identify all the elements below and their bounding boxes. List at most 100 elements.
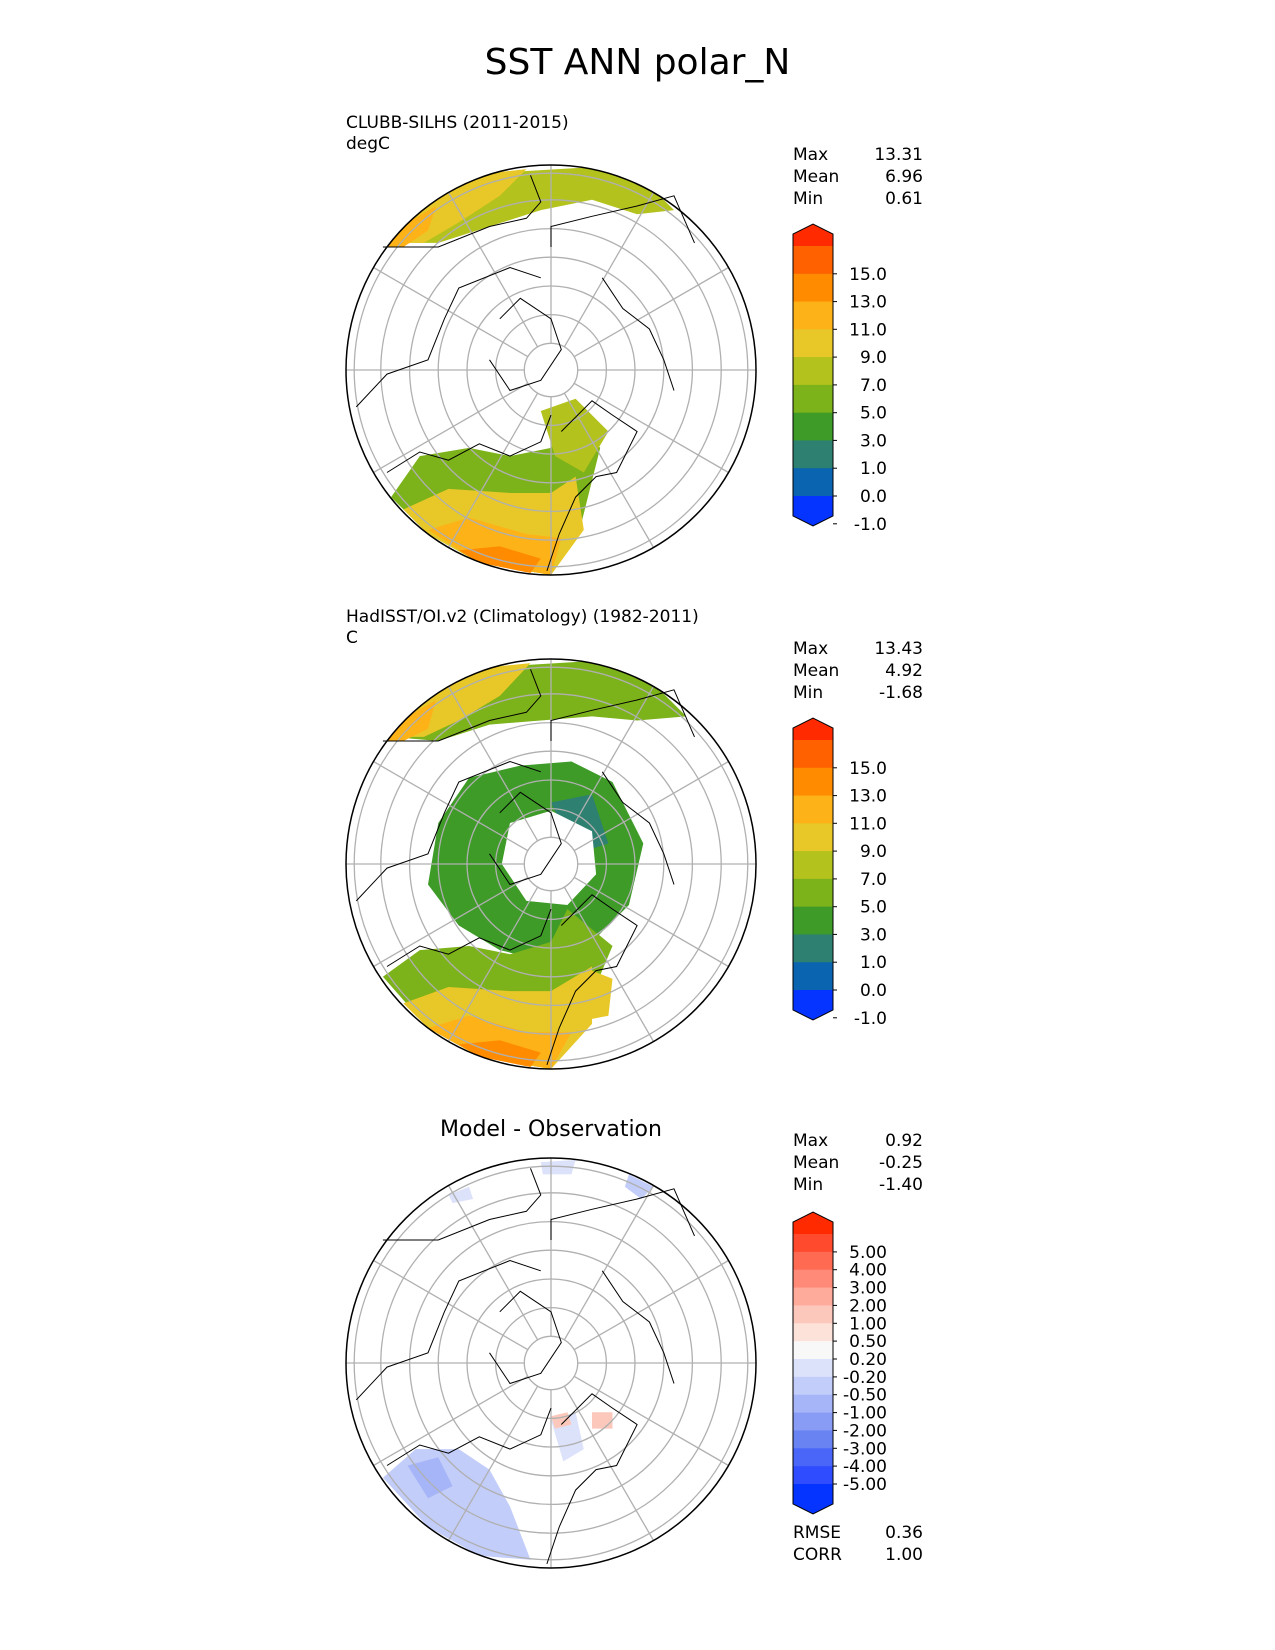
map-3-border bbox=[345, 1157, 757, 1569]
colorbar-tick-label: 9.0 bbox=[860, 842, 887, 862]
ocean-field bbox=[387, 700, 437, 741]
meridian-line bbox=[563, 392, 655, 548]
coastline bbox=[382, 1168, 542, 1241]
colorbar-tick-label: -3.00 bbox=[843, 1439, 887, 1459]
colorbar-tick-label: -2.00 bbox=[843, 1421, 887, 1441]
colorbar-segment bbox=[793, 1341, 833, 1360]
colorbar-segment bbox=[793, 384, 833, 414]
colorbar-segment bbox=[793, 962, 833, 991]
colorbar-segment bbox=[793, 795, 833, 824]
colorbar-tick-label: 15.0 bbox=[849, 759, 887, 779]
coastline bbox=[546, 1393, 638, 1565]
coastline bbox=[601, 771, 675, 885]
meridian-line bbox=[573, 266, 729, 358]
colorbar-segment bbox=[793, 301, 833, 330]
meridian-line bbox=[563, 1185, 655, 1341]
stat-label: Min bbox=[793, 683, 824, 703]
colorbar-segment bbox=[793, 767, 833, 797]
diff-field bbox=[407, 1457, 453, 1499]
panel-1-units: degC bbox=[346, 134, 390, 154]
colorbar-segment bbox=[793, 246, 833, 275]
stat-value: -1.40 bbox=[879, 1175, 923, 1195]
colorbar-tick-label: 13.0 bbox=[849, 293, 887, 313]
colorbar-segment bbox=[793, 1448, 833, 1467]
colorbar-tick-label: 3.00 bbox=[849, 1279, 887, 1299]
map-1-coastlines bbox=[355, 175, 695, 572]
meridian-line bbox=[563, 1385, 655, 1541]
coastline bbox=[382, 669, 542, 742]
meridian-line bbox=[447, 1185, 539, 1341]
panel-1-title: CLUBB-SILHS (2011-2015) degC bbox=[346, 113, 569, 155]
colorbar-tick-label: -5.00 bbox=[843, 1475, 887, 1495]
colorbar-tick-label: 0.0 bbox=[860, 487, 887, 507]
diff-field bbox=[540, 1160, 576, 1175]
coastline bbox=[550, 195, 695, 247]
ocean-field bbox=[387, 206, 437, 247]
coastline bbox=[355, 266, 541, 408]
colorbar-segment bbox=[793, 906, 833, 935]
colorbar-extend-min bbox=[793, 496, 833, 526]
corr-label: CORR bbox=[793, 1545, 842, 1565]
map-3-coastlines bbox=[355, 1168, 695, 1565]
colorbar-segment bbox=[793, 823, 833, 852]
colorbar-outline bbox=[792, 1211, 834, 1515]
colorbar-tick-label: 15.0 bbox=[849, 265, 887, 285]
colorbar-tick-label: 11.0 bbox=[849, 814, 887, 834]
meridian-line bbox=[373, 266, 529, 358]
panel-2-units: C bbox=[346, 628, 358, 648]
map-1-grid bbox=[346, 165, 756, 575]
colorbar-tick-label: 9.0 bbox=[860, 348, 887, 368]
colorbar-tick-label: 5.0 bbox=[860, 898, 887, 918]
meridian-line bbox=[373, 1375, 529, 1467]
colorbar-segment bbox=[793, 1412, 833, 1431]
colorbar-segment bbox=[793, 1269, 833, 1289]
colorbar-segment bbox=[793, 1430, 833, 1449]
stat-label: Min bbox=[793, 189, 824, 209]
colorbar-segment bbox=[793, 1394, 833, 1414]
meridian-line bbox=[373, 876, 529, 968]
colorbar-segment bbox=[793, 878, 833, 908]
colorbar-tick-label: 0.0 bbox=[860, 981, 887, 1001]
meridian-line bbox=[373, 760, 529, 852]
coastline bbox=[546, 400, 638, 572]
meridian-line bbox=[373, 1259, 529, 1351]
colorbar-tick-label: -1.0 bbox=[854, 1009, 887, 1029]
colorbar-segment bbox=[793, 1323, 833, 1342]
stat-value: 0.61 bbox=[885, 189, 923, 209]
colorbar-tick-label: 2.00 bbox=[849, 1296, 887, 1316]
colorbar-segment bbox=[793, 1251, 833, 1271]
coastline bbox=[550, 1188, 695, 1240]
stat-label: Max bbox=[793, 145, 829, 165]
meridian-line bbox=[573, 760, 729, 852]
colorbar-tick-label: 5.00 bbox=[849, 1243, 887, 1263]
colorbar-tick-label: 0.50 bbox=[849, 1332, 887, 1352]
meridian-line bbox=[563, 686, 655, 842]
meridian-line bbox=[563, 886, 655, 1042]
stat-label: Max bbox=[793, 1131, 829, 1151]
colorbar-tick-label: 11.0 bbox=[849, 320, 887, 340]
corr-value: 1.00 bbox=[885, 1545, 923, 1565]
map-1-border bbox=[345, 164, 757, 576]
meridian-line bbox=[447, 1385, 539, 1541]
panel-1-name: CLUBB-SILHS (2011-2015) bbox=[346, 113, 569, 133]
stat-label: Mean bbox=[793, 661, 840, 681]
meridian-line bbox=[447, 392, 539, 548]
stat-value: -0.25 bbox=[879, 1153, 923, 1173]
panel-2-stats: Max 13.43 Mean 4.92 Min -1.68 bbox=[793, 638, 923, 704]
colorbar-segment bbox=[793, 412, 833, 441]
coastline bbox=[489, 791, 562, 886]
coastline bbox=[355, 1259, 541, 1401]
stat-value: 4.92 bbox=[885, 661, 923, 681]
coastline bbox=[550, 689, 695, 741]
colorbar-3: 5.004.003.002.001.000.500.20-0.20-0.50-1… bbox=[792, 1211, 887, 1515]
coastline bbox=[546, 894, 638, 1066]
coastline bbox=[382, 175, 542, 248]
meridian-line bbox=[573, 876, 729, 968]
colorbar-segment bbox=[793, 740, 833, 769]
stat-label: Min bbox=[793, 1175, 824, 1195]
map-2-coastlines bbox=[355, 669, 695, 1066]
colorbar-segment bbox=[793, 273, 833, 303]
stat-label: Max bbox=[793, 639, 829, 659]
stat-label: Mean bbox=[793, 167, 840, 187]
colorbar-tick-label: 7.0 bbox=[860, 870, 887, 890]
